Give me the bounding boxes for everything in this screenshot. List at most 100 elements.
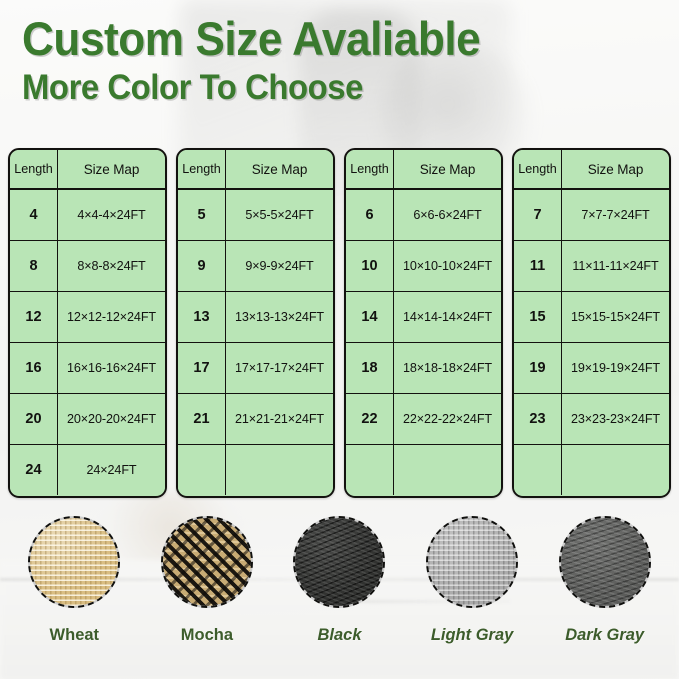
header-size-map: Size Map <box>562 150 669 188</box>
table-header-row: Length Size Map <box>10 150 165 190</box>
table-row: 16 16×16-16×24FT <box>10 343 165 394</box>
cell-length: 23 <box>514 394 562 444</box>
cell-length: 17 <box>178 343 226 393</box>
fabric-texture-darkgray <box>560 518 649 606</box>
cell-length: 16 <box>10 343 58 393</box>
swatch-disc-black[interactable] <box>293 516 386 608</box>
cell-length: 12 <box>10 292 58 342</box>
table-row: 10 10×10-10×24FT <box>346 241 501 292</box>
cell-length: 7 <box>514 190 562 240</box>
cell-size-map: 24×24FT <box>58 445 165 495</box>
cell-size-map: 10×10-10×24FT <box>394 241 501 291</box>
table-row: 21 21×21-21×24FT <box>178 394 333 445</box>
cell-length: 13 <box>178 292 226 342</box>
cord-line-secondary <box>330 600 510 603</box>
cell-length <box>514 445 562 495</box>
table-row: 11 11×11-11×24FT <box>514 241 669 292</box>
size-tables-group: Length Size Map 4 4×4-4×24FT 8 8×8-8×24FT 12 12… <box>0 148 679 498</box>
size-table-1: Length Size Map 4 4×4-4×24FT 8 8×8-8×24FT 12 12… <box>8 148 167 498</box>
header-size-map: Size Map <box>58 150 165 188</box>
table-row: 13 13×13-13×24FT <box>178 292 333 343</box>
table-header-row: Length Size Map <box>178 150 333 190</box>
swatch-label: Wheat <box>49 626 100 644</box>
table-row: 24 24×24FT <box>10 445 165 495</box>
table-header-row: Length Size Map <box>346 150 501 190</box>
table-row-empty <box>178 445 333 495</box>
table-row: 4 4×4-4×24FT <box>10 190 165 241</box>
size-table-4: Length Size Map 7 7×7-7×24FT 11 11×11-11×24FT… <box>512 148 671 498</box>
cell-length: 11 <box>514 241 562 291</box>
table-row: 12 12×12-12×24FT <box>10 292 165 343</box>
color-swatch-mocha[interactable]: Mocha <box>147 516 267 645</box>
cell-size-map: 12×12-12×24FT <box>58 292 165 342</box>
header-length: Length <box>346 150 394 188</box>
cell-size-map: 21×21-21×24FT <box>226 394 333 444</box>
color-swatch-lightgray[interactable]: Light Gray <box>412 516 532 645</box>
headline-secondary: More Color To Choose <box>22 68 363 107</box>
cell-size-map: 4×4-4×24FT <box>58 190 165 240</box>
cell-length: 15 <box>514 292 562 342</box>
swatch-label: Light Gray <box>430 626 514 644</box>
cell-length: 19 <box>514 343 562 393</box>
swatch-label: Dark Gray <box>565 626 645 644</box>
swatch-disc-darkgray[interactable] <box>558 516 651 608</box>
cell-size-map <box>226 445 333 495</box>
cell-size-map: 9×9-9×24FT <box>226 241 333 291</box>
color-swatches-group: Wheat Mocha Black Light Gray Dark Gray <box>0 516 679 679</box>
cell-size-map: 13×13-13×24FT <box>226 292 333 342</box>
color-swatch-darkgray[interactable]: Dark Gray <box>545 516 665 645</box>
swatch-label: Mocha <box>180 626 234 644</box>
cell-length: 5 <box>178 190 226 240</box>
color-swatch-black[interactable]: Black <box>279 516 399 645</box>
headline-primary: Custom Size Avaliable <box>22 12 481 65</box>
swatch-disc-wheat[interactable] <box>28 516 121 608</box>
table-row: 8 8×8-8×24FT <box>10 241 165 292</box>
cell-size-map: 17×17-17×24FT <box>226 343 333 393</box>
cell-length: 24 <box>10 445 58 495</box>
fabric-texture-wheat <box>30 518 119 606</box>
cell-length: 20 <box>10 394 58 444</box>
fabric-texture-black <box>295 518 384 606</box>
table-row: 19 19×19-19×24FT <box>514 343 669 394</box>
table-row-empty <box>346 445 501 495</box>
cell-length: 8 <box>10 241 58 291</box>
cell-size-map: 5×5-5×24FT <box>226 190 333 240</box>
table-row: 14 14×14-14×24FT <box>346 292 501 343</box>
header-size-map: Size Map <box>394 150 501 188</box>
cell-length: 14 <box>346 292 394 342</box>
table-row: 18 18×18-18×24FT <box>346 343 501 394</box>
cell-size-map <box>394 445 501 495</box>
cell-size-map: 11×11-11×24FT <box>562 241 669 291</box>
size-table-3: Length Size Map 6 6×6-6×24FT 10 10×10-10×24FT… <box>344 148 503 498</box>
cell-length <box>178 445 226 495</box>
header-length: Length <box>10 150 58 188</box>
table-row: 20 20×20-20×24FT <box>10 394 165 445</box>
header-length: Length <box>178 150 226 188</box>
cell-size-map: 18×18-18×24FT <box>394 343 501 393</box>
table-row-empty <box>514 445 669 495</box>
cell-length: 22 <box>346 394 394 444</box>
table-row: 17 17×17-17×24FT <box>178 343 333 394</box>
table-row: 22 22×22-22×24FT <box>346 394 501 445</box>
cell-size-map: 22×22-22×24FT <box>394 394 501 444</box>
cell-length: 4 <box>10 190 58 240</box>
header-length: Length <box>514 150 562 188</box>
header-size-map: Size Map <box>226 150 333 188</box>
cell-size-map: 19×19-19×24FT <box>562 343 669 393</box>
table-row: 7 7×7-7×24FT <box>514 190 669 241</box>
table-row: 5 5×5-5×24FT <box>178 190 333 241</box>
table-row: 15 15×15-15×24FT <box>514 292 669 343</box>
cell-size-map: 6×6-6×24FT <box>394 190 501 240</box>
cell-length: 6 <box>346 190 394 240</box>
cell-size-map: 7×7-7×24FT <box>562 190 669 240</box>
color-swatch-wheat[interactable]: Wheat <box>14 516 134 645</box>
cell-length: 10 <box>346 241 394 291</box>
fabric-texture-mocha <box>162 518 251 606</box>
cell-size-map: 20×20-20×24FT <box>58 394 165 444</box>
swatch-disc-mocha[interactable] <box>160 516 253 608</box>
cell-size-map <box>562 445 669 495</box>
swatch-disc-lightgray[interactable] <box>426 516 519 608</box>
cell-size-map: 8×8-8×24FT <box>58 241 165 291</box>
size-table-2: Length Size Map 5 5×5-5×24FT 9 9×9-9×24FT 13 13… <box>176 148 335 498</box>
table-header-row: Length Size Map <box>514 150 669 190</box>
